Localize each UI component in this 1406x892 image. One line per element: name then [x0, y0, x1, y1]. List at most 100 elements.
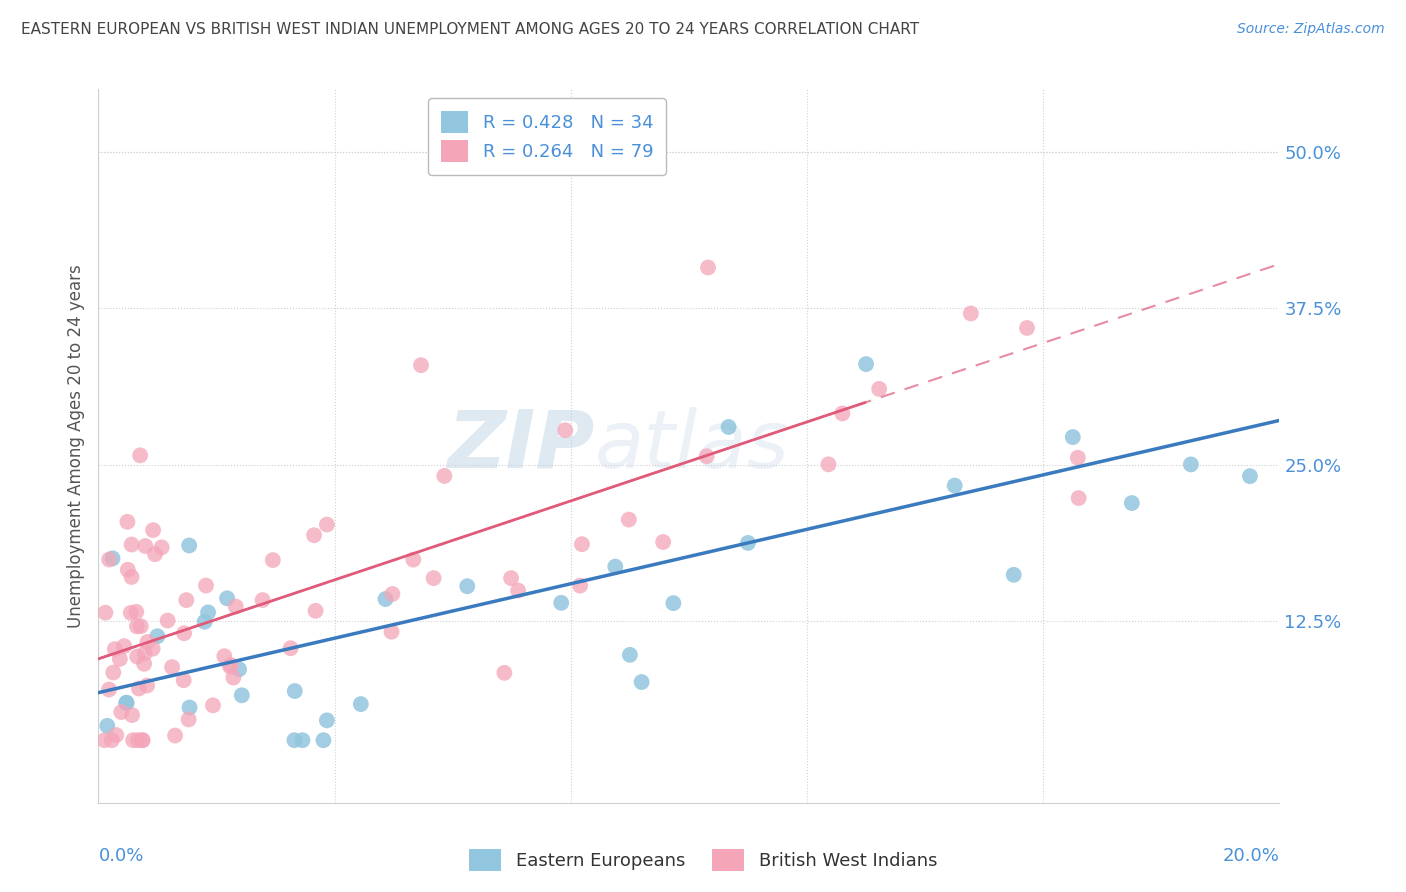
Point — [662, 596, 685, 610]
Text: EASTERN EUROPEAN VS BRITISH WEST INDIAN UNEMPLOYMENT AMONG AGES 20 TO 24 YEARS C: EASTERN EUROPEAN VS BRITISH WEST INDIAN … — [21, 22, 920, 37]
Point — [316, 714, 339, 728]
Point — [129, 619, 152, 633]
Point — [121, 708, 143, 723]
Point — [173, 626, 195, 640]
Legend: R = 0.428   N = 34, R = 0.264   N = 79: R = 0.428 N = 34, R = 0.264 N = 79 — [429, 98, 666, 175]
Point — [134, 657, 156, 671]
Point — [108, 652, 131, 666]
Y-axis label: Unemployment Among Ages 20 to 24 years: Unemployment Among Ages 20 to 24 years — [66, 264, 84, 628]
Point — [121, 570, 143, 584]
Point — [142, 641, 165, 656]
Point — [125, 605, 148, 619]
Point — [304, 604, 326, 618]
Text: 20.0%: 20.0% — [1223, 847, 1279, 864]
Point — [179, 700, 201, 714]
Point — [194, 578, 217, 592]
Point — [101, 551, 124, 566]
Point — [131, 733, 153, 747]
Point — [315, 517, 337, 532]
Point — [225, 599, 247, 614]
Point — [1239, 469, 1261, 483]
Point — [1067, 450, 1090, 465]
Point — [350, 697, 373, 711]
Point — [380, 624, 402, 639]
Point — [652, 535, 675, 549]
Text: 0.0%: 0.0% — [98, 847, 143, 864]
Point — [494, 665, 516, 680]
Point — [697, 260, 720, 275]
Point — [160, 660, 183, 674]
Point — [291, 733, 314, 747]
Point — [127, 733, 149, 747]
Point — [569, 579, 592, 593]
Point — [283, 733, 305, 747]
Point — [93, 733, 115, 747]
Point — [696, 449, 718, 463]
Point — [96, 719, 118, 733]
Point — [630, 675, 652, 690]
Point — [176, 593, 198, 607]
Point — [101, 733, 124, 747]
Point — [817, 458, 839, 472]
Point — [105, 728, 128, 742]
Point — [122, 733, 145, 747]
Point — [1121, 496, 1143, 510]
Point — [120, 606, 142, 620]
Text: Source: ZipAtlas.com: Source: ZipAtlas.com — [1237, 22, 1385, 37]
Point — [284, 684, 307, 698]
Point — [217, 591, 239, 606]
Point — [94, 606, 117, 620]
Point — [98, 552, 121, 566]
Point — [737, 536, 759, 550]
Point — [110, 705, 132, 719]
Point — [103, 665, 125, 680]
Point — [571, 537, 593, 551]
Point — [501, 571, 523, 585]
Point — [1062, 430, 1084, 444]
Point — [115, 696, 138, 710]
Point — [231, 688, 253, 702]
Point — [197, 606, 219, 620]
Point — [456, 579, 478, 593]
Point — [201, 698, 224, 713]
Point — [943, 478, 966, 492]
Point — [1067, 491, 1090, 505]
Point — [121, 537, 143, 551]
Point — [98, 682, 121, 697]
Point — [550, 596, 572, 610]
Point — [605, 559, 627, 574]
Point — [177, 713, 200, 727]
Point — [165, 729, 187, 743]
Point — [134, 539, 156, 553]
Point — [219, 659, 242, 673]
Point — [214, 649, 236, 664]
Point — [117, 563, 139, 577]
Legend: Eastern Europeans, British West Indians: Eastern Europeans, British West Indians — [461, 842, 945, 879]
Point — [374, 592, 396, 607]
Point — [554, 423, 576, 437]
Point — [131, 733, 153, 747]
Point — [179, 539, 201, 553]
Point — [150, 541, 173, 555]
Point — [129, 448, 152, 462]
Point — [128, 681, 150, 696]
Point — [125, 619, 148, 633]
Point — [617, 513, 640, 527]
Point — [381, 587, 404, 601]
Point — [619, 648, 641, 662]
Point — [280, 641, 302, 656]
Point — [262, 553, 284, 567]
Point — [1180, 458, 1202, 472]
Point — [127, 649, 149, 664]
Point — [868, 382, 890, 396]
Point — [156, 614, 179, 628]
Point — [104, 642, 127, 657]
Point — [402, 552, 425, 566]
Point — [136, 679, 159, 693]
Point — [136, 635, 159, 649]
Point — [508, 583, 530, 598]
Point — [302, 528, 325, 542]
Point — [717, 420, 740, 434]
Point — [422, 571, 444, 585]
Point — [115, 696, 138, 710]
